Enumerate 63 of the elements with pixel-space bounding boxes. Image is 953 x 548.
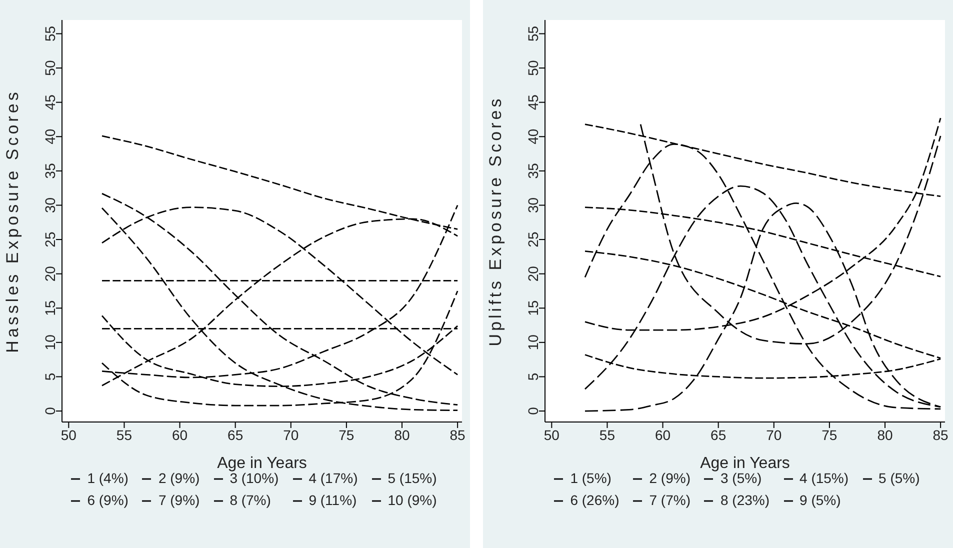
y-tick-label: 35 (524, 162, 541, 179)
y-tick-label: 50 (42, 60, 58, 76)
y-tick-label: 20 (524, 266, 541, 282)
legend-label: 4 (17%) (308, 470, 358, 486)
x-tick-label: 80 (877, 426, 893, 443)
legend-label: 1 (4%) (86, 470, 128, 486)
y-tick-label: 25 (524, 232, 541, 248)
y-tick-label: 40 (524, 128, 541, 144)
x-tick-label: 60 (172, 426, 188, 443)
legend-label: 7 (9%) (157, 492, 200, 508)
y-tick-label: 0 (42, 406, 58, 415)
x-tick-label: 65 (228, 426, 244, 443)
legend-label: 9 (11%) (308, 492, 358, 508)
y-axis-title: Uplifts Exposure Scores (486, 96, 506, 346)
legend-label: 5 (5%) (878, 470, 920, 486)
y-tick-label: 30 (42, 197, 58, 214)
y-tick-label: 25 (42, 232, 58, 248)
legend-label: 2 (9%) (648, 470, 690, 486)
legend-label: 8 (7%) (228, 492, 272, 508)
x-tick-label: 55 (116, 426, 132, 443)
y-tick-label: 35 (42, 162, 58, 179)
x-tick-label: 75 (822, 426, 838, 443)
x-tick-label: 50 (544, 426, 560, 443)
legend-label: 1 (5%) (569, 470, 612, 486)
y-tick-label: 15 (42, 300, 58, 316)
x-tick-label: 85 (450, 426, 466, 443)
y-tick-label: 15 (524, 300, 541, 316)
y-tick-label: 5 (42, 372, 58, 381)
x-tick-label: 80 (394, 426, 410, 443)
y-tick-label: 20 (42, 266, 58, 282)
x-tick-label: 60 (654, 426, 671, 443)
y-tick-label: 45 (524, 94, 541, 110)
legend-label: 3 (10%) (230, 470, 279, 486)
legend-label: 8 (23%) (719, 492, 770, 508)
y-tick-label: 5 (524, 372, 541, 381)
legend-label: 5 (15%) (386, 470, 437, 486)
y-axis-title: Hassles Exposure Scores (3, 89, 22, 353)
x-tick-label: 75 (338, 426, 354, 443)
y-tick-label: 55 (42, 26, 58, 42)
legend-label: 6 (9%) (86, 492, 128, 508)
x-axis-title: Age in Years (217, 455, 307, 472)
y-tick-label: 55 (524, 26, 541, 42)
y-tick-label: 50 (524, 60, 541, 76)
y-tick-label: 40 (42, 128, 58, 144)
legend-label: 9 (5%) (798, 492, 842, 508)
x-tick-label: 70 (283, 426, 299, 443)
x-tick-label: 70 (766, 426, 782, 443)
legend-label: 2 (9%) (157, 470, 200, 486)
y-tick-label: 30 (524, 197, 541, 214)
x-tick-label: 65 (710, 426, 726, 443)
y-tick-label: 10 (42, 334, 58, 350)
x-tick-label: 50 (60, 426, 77, 443)
y-tick-label: 10 (524, 334, 541, 350)
x-axis-title: Age in Years (700, 455, 790, 472)
legend-label: 7 (7%) (648, 492, 690, 508)
legend-label: 10 (9%) (386, 492, 437, 508)
legend-label: 4 (15%) (800, 470, 849, 486)
legend-label: 6 (26%) (569, 492, 620, 508)
y-tick-label: 0 (524, 406, 541, 415)
x-tick-label: 85 (932, 426, 949, 443)
y-tick-label: 45 (42, 94, 58, 110)
x-tick-label: 55 (599, 426, 616, 443)
legend-label: 3 (5%) (720, 470, 763, 486)
